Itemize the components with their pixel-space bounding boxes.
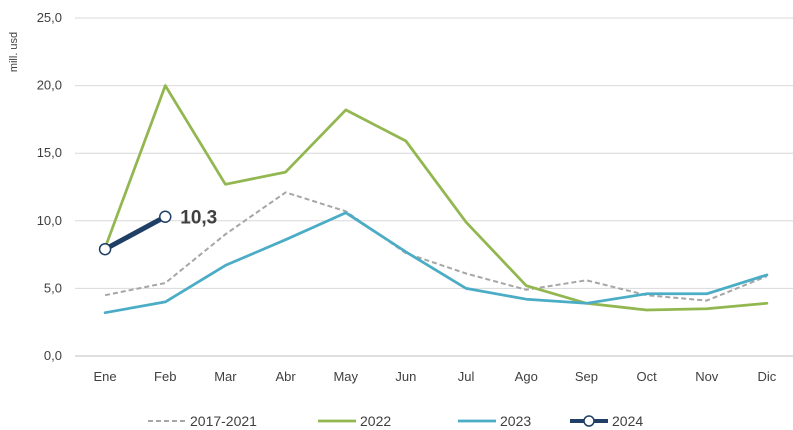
x-tick-label: Ago (515, 369, 538, 384)
data-point-marker (98, 242, 112, 256)
legend-label: 2023 (500, 413, 531, 429)
legend-label: 2017-2021 (190, 413, 257, 429)
series-lines (102, 84, 769, 315)
series-markers (98, 210, 172, 256)
gridlines (75, 17, 793, 357)
x-tick-label: Dic (758, 369, 777, 384)
series-line-2023 (103, 211, 769, 315)
x-axis-ticks: Ene Feb Mar Abr May Jun Jul Ago Sep Oct Nov Dic (94, 369, 777, 384)
legend-label: 2022 (360, 413, 391, 429)
x-tick-label: Jul (458, 369, 475, 384)
data-point-marker (159, 210, 172, 223)
legend-item-2022: 2022 (318, 413, 391, 429)
data-label: 10,3 (180, 208, 217, 229)
y-tick-label: 20,0 (37, 78, 62, 93)
y-tick-label: 0,0 (44, 348, 62, 363)
x-tick-label: Oct (636, 369, 657, 384)
legend-item-2024: 2024 (570, 413, 643, 429)
y-tick-label: 25,0 (37, 10, 62, 25)
x-tick-label: Mar (214, 369, 237, 384)
x-tick-label: Ene (94, 369, 117, 384)
x-tick-label: Nov (695, 369, 719, 384)
legend-label: 2024 (612, 413, 643, 429)
x-tick-label: Sep (575, 369, 598, 384)
legend-marker (583, 415, 595, 427)
series-line-2024 (102, 214, 168, 252)
legend-item-2023: 2023 (458, 413, 531, 429)
series-line-2022 (103, 84, 769, 312)
x-tick-label: May (333, 369, 358, 384)
legend-item-2017-2021: 2017-2021 (148, 413, 257, 429)
x-tick-label: Jun (395, 369, 416, 384)
legend: 2017-2021 2022 2023 2024 (148, 413, 643, 429)
y-tick-label: 10,0 (37, 213, 62, 228)
series-line-2017-2021 (104, 191, 768, 302)
y-tick-label: 5,0 (44, 280, 62, 295)
data-labels: 10,3 (180, 208, 217, 229)
x-tick-label: Abr (275, 369, 296, 384)
y-axis-label: mill. usd (8, 32, 20, 72)
y-tick-label: 15,0 (37, 145, 62, 160)
x-tick-label: Feb (154, 369, 176, 384)
y-axis-ticks: 0,0 5,0 10,0 15,0 20,0 25,0 (37, 10, 62, 363)
